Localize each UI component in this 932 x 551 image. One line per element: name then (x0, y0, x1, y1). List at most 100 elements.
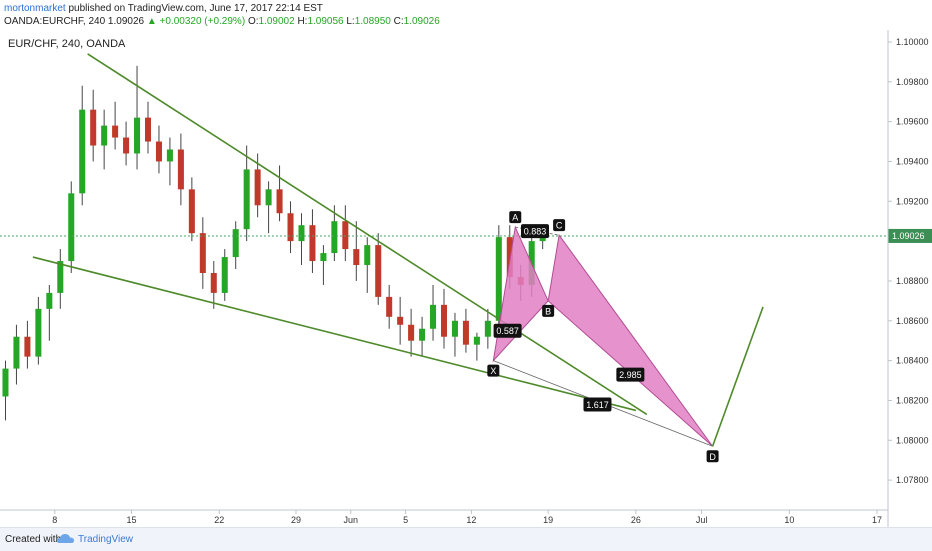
pattern-point-label: A (512, 213, 518, 223)
time-tick-label: Jul (696, 515, 708, 525)
publish-info: published on TradingView.com, June 17, 2… (65, 3, 323, 14)
last-price: 1.09026 (107, 16, 145, 27)
time-tick-label: 8 (52, 515, 57, 525)
candle-body (276, 189, 283, 214)
candle-body (375, 245, 382, 297)
ratio-label: 0.587 (496, 326, 519, 336)
time-tick-label: 17 (872, 515, 882, 525)
quote-line: OANDA:EURCHF, 240 1.09026 ▲ +0.00320 (+0… (4, 16, 440, 27)
candle-body (342, 221, 349, 250)
price-tick-label: 1.09800 (896, 77, 929, 87)
pattern-point-badge (542, 304, 555, 317)
time-tick-label: 12 (466, 515, 476, 525)
projection-line (711, 306, 764, 447)
price-tick-label: 1.08200 (896, 395, 929, 405)
candle-body (353, 249, 360, 266)
price-tick-label: 1.08800 (896, 276, 929, 286)
ratio-label: 1.617 (586, 400, 609, 410)
candle-body (13, 336, 20, 369)
chart-title: EUR/CHF, 240, OANDA (8, 38, 126, 50)
ratio-badge (520, 224, 549, 239)
time-tick-label: 29 (291, 515, 301, 525)
price-tick-label: 1.08400 (896, 356, 929, 366)
close-value: 1.09026 (403, 16, 440, 27)
candle-body (254, 169, 261, 206)
ratio-badge (493, 323, 522, 338)
pattern-point-badge (706, 450, 719, 463)
price-tick-label: 1.08000 (896, 435, 929, 445)
candle-body (265, 189, 272, 206)
candle-body (123, 137, 130, 154)
candle-body (506, 237, 513, 277)
candle-body (2, 368, 9, 397)
low-value: 1.08950 (354, 16, 391, 27)
candle-body (188, 189, 195, 234)
candle-body (90, 109, 97, 146)
symbol-label: OANDA:EURCHF, 240 (4, 16, 106, 27)
candle-body (210, 272, 217, 293)
price-chart[interactable]: 1.09026 X A B C D 0.587 0.883 2.985 1.617 1.10000… (0, 30, 932, 527)
chart-area[interactable]: 1.09026 X A B C D 0.587 0.883 2.985 1.617 1.10000… (0, 30, 932, 527)
candle-body (298, 225, 305, 242)
time-tick-label: Jun (344, 515, 359, 525)
high-value: 1.09056 (307, 16, 344, 27)
candle-body (408, 324, 415, 341)
time-tick-label: 22 (214, 515, 224, 525)
ratio-label: 2.985 (619, 370, 642, 380)
candle-body (35, 308, 42, 357)
time-tick-label: 10 (784, 515, 794, 525)
candle-body (101, 125, 108, 146)
ratio-label: 0.883 (524, 227, 547, 237)
candle-body (397, 316, 404, 325)
candle-body (144, 117, 152, 142)
candle-body (79, 109, 86, 194)
candle-body (462, 320, 469, 345)
candle-body (57, 261, 64, 293)
candle-body (495, 237, 502, 321)
ratio-badge (583, 397, 612, 412)
candle-body (166, 149, 173, 162)
pattern-point-badge (509, 211, 522, 224)
candle-body (320, 253, 327, 262)
candle-body (46, 292, 53, 309)
candle-body (386, 296, 393, 317)
candle-body (243, 169, 250, 230)
lower-trendline (32, 256, 637, 412)
price-tick-label: 1.09200 (896, 196, 929, 206)
pattern-point-label: C (556, 221, 563, 231)
time-tick-label: 15 (127, 515, 137, 525)
created-with-label: Created with (5, 534, 62, 545)
candle-body (451, 320, 458, 337)
pattern-point-badge (553, 219, 566, 232)
open-label: O: (247, 16, 259, 27)
author-link[interactable]: mortonmarket (4, 3, 66, 14)
price-tick-label: 1.10000 (896, 37, 929, 47)
footer: Created with TradingView (0, 527, 932, 551)
candle-body (221, 257, 228, 293)
pattern-point-label: X (490, 366, 496, 376)
candle-body (155, 141, 162, 162)
price-tick-label: 1.08600 (896, 316, 929, 326)
time-tick-label: 26 (631, 515, 641, 525)
candle-body (134, 117, 141, 154)
candle-body (287, 213, 294, 242)
publish-line: mortonmarket published on TradingView.co… (4, 3, 323, 14)
price-tick-label: 1.09600 (896, 117, 929, 127)
ratio-badge (616, 367, 645, 382)
candle-body (484, 320, 491, 337)
price-tick-label: 1.07800 (896, 475, 929, 485)
last-price-badge-text: 1.09026 (892, 231, 925, 241)
candle-body (112, 125, 119, 138)
tradingview-brand[interactable]: TradingView (78, 534, 134, 545)
last-price-badge (888, 228, 932, 243)
tradingview-logo-icon (57, 534, 74, 543)
candle-body (68, 193, 75, 262)
candle-body (440, 304, 448, 337)
candle-body (177, 149, 184, 190)
open-value: 1.09002 (258, 16, 295, 27)
pattern-point-label: B (545, 306, 551, 316)
candle-body (331, 221, 338, 254)
close-label: C: (393, 16, 404, 27)
candle-body (430, 304, 437, 329)
candle-body (309, 225, 316, 262)
